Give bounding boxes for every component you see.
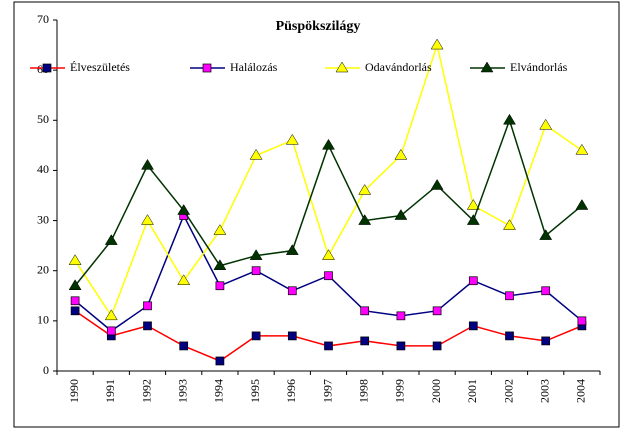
x-tick-label: 1996 (284, 379, 298, 403)
data-point (106, 326, 116, 336)
legend-marker (202, 63, 212, 73)
data-point (104, 234, 118, 245)
data-point (141, 214, 154, 225)
data-point (215, 356, 225, 366)
data-point (432, 306, 442, 316)
x-tick-label: 1992 (139, 379, 153, 403)
data-point (539, 118, 553, 130)
data-point (249, 249, 263, 260)
y-tick-label: 0 (43, 363, 49, 377)
data-point (503, 113, 516, 125)
x-tick-label: 1995 (248, 379, 262, 403)
data-point (360, 306, 370, 316)
data-point (466, 214, 480, 225)
data-point (324, 271, 333, 281)
data-point (213, 259, 227, 270)
data-point (324, 341, 333, 351)
x-tick-label: 1991 (103, 379, 117, 403)
data-point (143, 301, 152, 311)
x-tick-label: 2003 (537, 379, 551, 403)
data-point (432, 341, 442, 351)
y-tick-label: 40 (37, 162, 49, 176)
legend-label: Elvándorlás (510, 60, 568, 74)
data-point (575, 143, 589, 155)
data-point (177, 204, 191, 215)
data-point (360, 336, 370, 346)
data-point (505, 291, 514, 301)
data-point (541, 286, 551, 296)
data-point (287, 286, 297, 296)
data-point (249, 148, 263, 160)
data-point (213, 224, 227, 235)
x-tick-label: 1998 (356, 379, 370, 403)
y-tick-label: 70 (37, 12, 49, 26)
x-tick-label: 1993 (175, 379, 189, 403)
x-tick-label: 2004 (574, 379, 588, 403)
data-point (179, 341, 189, 351)
data-point (396, 311, 406, 321)
data-point (430, 38, 444, 50)
data-point (505, 331, 514, 341)
x-tick-label: 2002 (501, 379, 515, 403)
data-point (285, 133, 299, 145)
data-point (577, 316, 587, 326)
data-point (251, 331, 261, 341)
legend-label: Odavándorlás (365, 60, 432, 74)
legend-label: Élveszületés (70, 60, 130, 74)
data-point (468, 321, 478, 331)
x-tick-label: 1994 (212, 379, 226, 403)
data-point (251, 266, 261, 276)
legend-label: Halálozás (230, 60, 278, 74)
x-tick-label: 1999 (393, 379, 407, 403)
x-tick-label: 1997 (320, 379, 334, 403)
data-point (287, 331, 297, 341)
data-point (322, 249, 335, 260)
data-point (468, 276, 478, 286)
data-point (575, 199, 589, 210)
x-tick-label: 2001 (465, 379, 479, 403)
data-point (394, 148, 408, 160)
data-point (215, 281, 225, 291)
data-point (430, 178, 444, 190)
data-point (358, 183, 372, 195)
data-point (466, 199, 480, 210)
y-tick-label: 20 (37, 262, 49, 276)
data-point (141, 158, 154, 170)
data-point (104, 309, 118, 321)
data-point (70, 306, 80, 316)
legend-marker (335, 61, 349, 73)
data-point (143, 321, 152, 331)
legend-marker (480, 61, 494, 73)
data-point (70, 296, 80, 306)
legend-marker (42, 63, 52, 73)
data-point (358, 214, 372, 225)
data-point (322, 138, 335, 150)
data-point (177, 274, 191, 285)
data-point (396, 341, 406, 351)
x-tick-label: 1990 (67, 379, 81, 403)
data-point (68, 254, 82, 265)
data-point (539, 229, 553, 240)
x-tick-label: 2000 (429, 379, 443, 403)
y-tick-label: 30 (37, 212, 49, 226)
data-point (285, 244, 299, 255)
y-tick-label: 10 (37, 313, 49, 327)
data-point (394, 209, 408, 220)
data-point (541, 336, 551, 346)
chart-frame (13, 1, 620, 428)
data-point (503, 219, 516, 230)
y-tick-label: 50 (37, 112, 49, 126)
chart-title: Püspökszilágy (276, 19, 361, 34)
data-point (68, 279, 82, 291)
